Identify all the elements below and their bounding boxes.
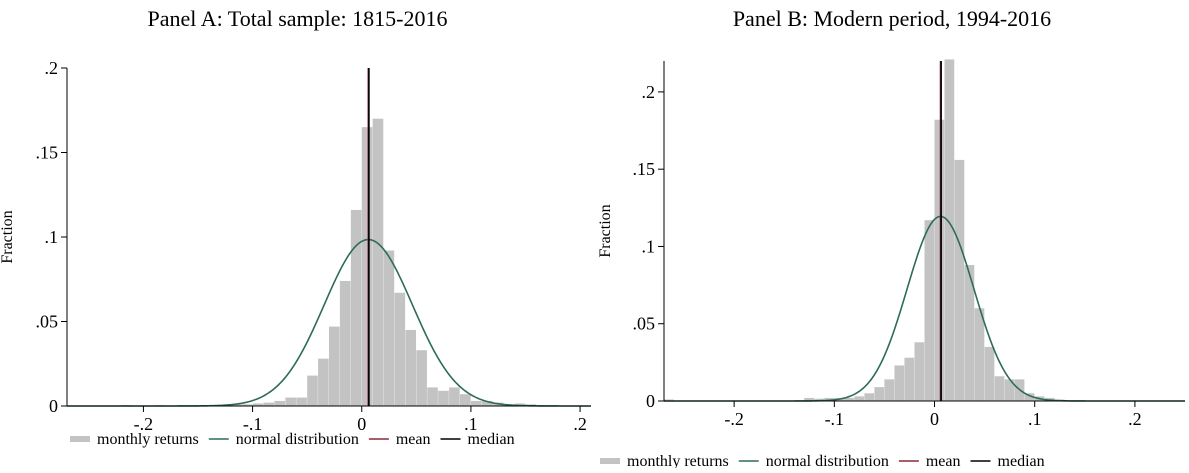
legend-label: monthly returns (627, 453, 729, 468)
chart-panel-a: Panel A: Total sample: 1815-2016 0 .05 .1.… (0, 0, 595, 468)
histogram-bar (438, 390, 449, 406)
histogram-bar (904, 357, 915, 401)
histogram-bar (274, 400, 286, 406)
histogram-bar (974, 308, 985, 401)
histogram-bar (984, 346, 995, 401)
x-tick-label: 0 (930, 409, 939, 429)
histogram-bar (1004, 379, 1015, 401)
histogram-bar (263, 402, 275, 406)
histogram-bar (296, 397, 307, 406)
histogram-bar (372, 118, 384, 406)
histogram-bar (894, 365, 905, 401)
histogram-bar (241, 404, 253, 406)
histogram-bar (884, 379, 895, 401)
histogram-bar (994, 376, 1005, 401)
chart-panel-b: Panel B: Modern period, 1994-2016 0 .05 .1… (595, 0, 1189, 470)
y-tick-label: 0 (49, 396, 58, 416)
histogram-bar (944, 59, 955, 402)
histogram-bar (416, 350, 427, 406)
y-tick-label: .2 (45, 58, 59, 78)
histogram-bar (934, 119, 945, 402)
histogram-bar (329, 326, 340, 406)
x-tick-label: .2 (573, 414, 587, 434)
x-tick-label: -.1 (243, 414, 263, 434)
histogram-bar (252, 403, 264, 406)
histogram-bar (307, 375, 318, 406)
histogram-bar (1024, 393, 1035, 401)
histogram-bar (964, 265, 975, 401)
y-axis-label: Fraction (597, 204, 614, 257)
legend-label: mean (396, 431, 431, 448)
histogram-bar (844, 397, 855, 401)
histogram-bar (954, 159, 965, 401)
histogram-bar (924, 220, 935, 401)
histogram-bar (361, 127, 373, 407)
y-tick-label: .15 (36, 143, 59, 163)
legend-swatch (600, 458, 620, 464)
histogram-bar (914, 342, 925, 401)
y-tick-label: 0 (646, 391, 655, 411)
histogram-bar (470, 400, 482, 406)
histogram-bar (824, 397, 835, 401)
legend-label: normal distribution (766, 453, 889, 468)
y-tick-label: .1 (45, 227, 59, 247)
histogram-bar (854, 396, 865, 401)
x-tick-label: -.2 (134, 414, 154, 434)
legend-label: monthly returns (97, 431, 199, 448)
x-tick-label: -.2 (724, 409, 744, 429)
histogram-bar (394, 292, 406, 406)
x-tick-label: .1 (1028, 409, 1042, 429)
histogram-bar (427, 387, 438, 406)
histogram-bar (230, 404, 242, 406)
x-tick-label: 0 (357, 414, 366, 434)
x-tick-label: -.1 (825, 409, 845, 429)
histogram-bar (460, 394, 471, 406)
legend-swatch (70, 436, 90, 442)
x-tick-label: .2 (1128, 409, 1142, 429)
chart-title: Panel A: Total sample: 1815-2016 (147, 6, 448, 31)
y-tick-label: .2 (642, 82, 656, 102)
legend-label: mean (926, 453, 961, 468)
legend-label: median (468, 431, 515, 448)
histogram-bar (874, 387, 885, 401)
chart-title: Panel B: Modern period, 1994-2016 (732, 6, 1052, 31)
y-tick-label: .05 (36, 312, 59, 332)
y-tick-label: .05 (633, 314, 656, 334)
histogram-bar (383, 250, 395, 406)
y-axis-label: Fraction (0, 210, 16, 263)
histogram-bar (864, 393, 875, 401)
histogram-bar (449, 387, 460, 406)
y-tick-label: .1 (642, 236, 656, 256)
histogram-bar (339, 280, 351, 406)
legend-label: normal distribution (236, 431, 359, 448)
histogram-bar (318, 358, 329, 406)
histogram-bar (405, 329, 417, 406)
histogram-bar (285, 397, 296, 406)
legend-label: median (998, 453, 1045, 468)
histogram-chart-a: 0 .05 .1 .15 .2 -.2 -.1 0 .1 .2 Fraction monthly re… (0, 58, 591, 448)
histogram-bar (350, 209, 362, 406)
histogram-bar (814, 398, 825, 401)
histogram-chart-b: 0 .05 .1 .15 .2 -.2 -.1 0 .1 .2 Fraction monthly re… (597, 59, 1185, 470)
histogram-bar (481, 400, 493, 406)
x-tick-label: .1 (464, 414, 478, 434)
histogram-bar (514, 403, 526, 406)
y-tick-label: .15 (633, 159, 656, 179)
histogram-bar (804, 397, 814, 401)
